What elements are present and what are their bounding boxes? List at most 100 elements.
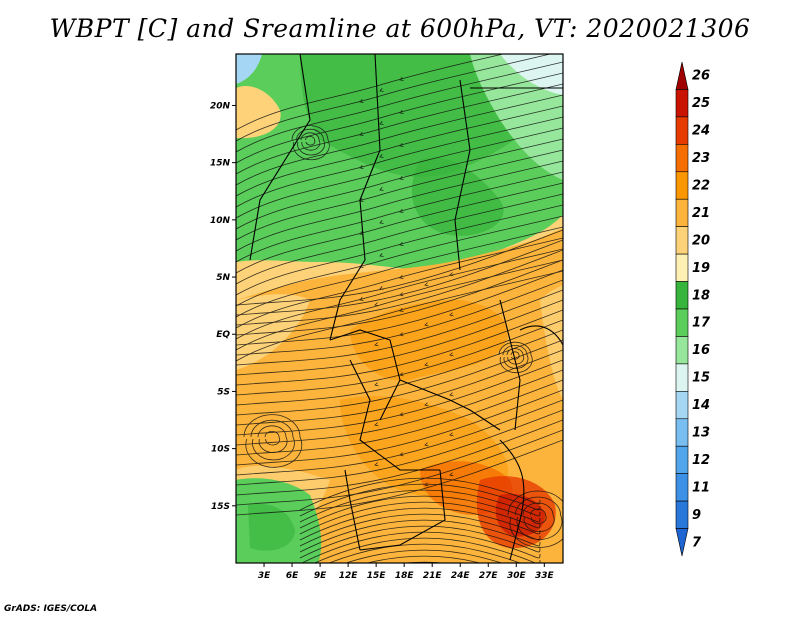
colorbar-segment	[675, 226, 689, 255]
colorbar-label: 19	[692, 261, 710, 276]
streamline-arrow	[374, 342, 379, 347]
streamline	[300, 132, 321, 151]
streamline-arrow	[379, 187, 384, 191]
streamline	[236, 409, 563, 486]
streamline	[236, 309, 563, 386]
streamline	[498, 341, 533, 374]
streamline-arrow	[399, 292, 404, 297]
colorbar-segment	[675, 116, 689, 145]
streamline	[236, 54, 553, 142]
colorbar-segment	[675, 528, 689, 557]
grads-credit: GrADS: IGES/COLA	[4, 604, 98, 614]
colorbar-segment	[675, 418, 689, 447]
streamline-arrow	[399, 209, 404, 213]
streamline	[522, 502, 555, 532]
colorbar-segment	[675, 89, 689, 118]
streamline-arrow	[399, 143, 404, 147]
streamline-arrow	[424, 282, 429, 287]
lon-label: 27E	[479, 571, 499, 581]
streamline	[328, 543, 522, 563]
streamline	[530, 508, 547, 524]
colorbar-label: 25	[692, 96, 710, 111]
colorbar-segment	[675, 171, 689, 200]
streamline-arrow	[379, 88, 384, 92]
streamline-arrow	[424, 362, 429, 367]
plot-frame	[235, 53, 564, 564]
streamline	[299, 501, 541, 535]
streamline	[502, 345, 529, 369]
lat-label: 15N	[210, 159, 231, 169]
streamline	[236, 226, 563, 318]
map-title: WBPT [C] and Sreamline at 600hPa, VT: 20…	[49, 14, 751, 43]
lon-label: 12E	[339, 571, 359, 581]
colorbar-label: 15	[692, 371, 710, 386]
streamline	[313, 537, 541, 563]
streamline	[236, 127, 563, 219]
country-borders	[249, 54, 563, 561]
colorbar-label: 26	[692, 69, 710, 84]
streamline	[236, 171, 563, 263]
streamline	[236, 204, 563, 296]
streamline	[515, 496, 563, 540]
colorbar: 26 25 24 23 22 21 20 19 18 17 16 15 14 13 12 11 9 7	[675, 61, 711, 557]
lat-label: EQ	[216, 330, 230, 340]
streamline	[236, 339, 563, 416]
longitude-axis: 3E 6E 9E 12E 15E 18E 21E 24E 27E 30E 33E	[258, 563, 555, 581]
streamline-arrow	[449, 312, 454, 317]
streamline-arrow	[399, 412, 404, 417]
colorbar-label: 18	[692, 288, 710, 303]
streamline-arrow	[379, 121, 384, 125]
lon-label: 15E	[367, 571, 387, 581]
streamline-arrow	[399, 308, 404, 312]
streamline	[305, 136, 316, 146]
streamline-arrow	[374, 422, 379, 427]
streamline	[236, 215, 563, 307]
streamline	[300, 568, 540, 600]
streamline	[264, 431, 281, 446]
streamline	[236, 72, 563, 164]
streamline-arrow	[399, 110, 404, 114]
colorbar-segment	[675, 473, 689, 502]
streamline-arrow	[374, 302, 379, 307]
streamline-arrow	[449, 472, 454, 477]
streamline	[236, 248, 563, 340]
colorbar-label: 7	[692, 535, 702, 550]
streamline-arrow	[399, 242, 404, 246]
streamline-arrow	[399, 275, 404, 279]
colorbar-label: 22	[692, 179, 710, 194]
colorbar-label: 14	[692, 398, 710, 413]
lat-label: 10N	[210, 216, 231, 226]
streamline	[236, 299, 563, 376]
streamline-arrow	[359, 99, 364, 103]
colorbar-label: 21	[692, 206, 710, 221]
streamline-arrow	[424, 322, 429, 327]
streamline	[400, 561, 448, 563]
streamline	[236, 193, 563, 285]
streamline	[236, 289, 563, 366]
streamline-arrow	[359, 132, 364, 136]
lon-label: 33E	[535, 571, 555, 581]
streamline	[243, 414, 303, 468]
streamline	[236, 389, 563, 466]
streamline	[299, 525, 541, 559]
lon-label: 6E	[286, 571, 299, 581]
colorbar-segment	[675, 445, 689, 474]
streamline	[299, 483, 541, 517]
lon-label: 18E	[395, 571, 415, 581]
streamline-arrow	[379, 154, 384, 158]
streamline-arrow	[449, 432, 454, 437]
streamline	[236, 369, 563, 446]
colorbar-label: 11	[692, 480, 710, 495]
latitude-axis: 20N 15N 10N 5N EQ 5S 10S 15S	[210, 101, 236, 512]
streamline	[236, 329, 563, 406]
colorbar-segment	[675, 363, 689, 392]
lat-label: 15S	[211, 502, 230, 512]
streamline	[291, 125, 330, 161]
streamline-arrow	[374, 462, 379, 467]
streamline	[236, 182, 563, 274]
colorbar-segment	[675, 281, 689, 310]
lat-label: 5S	[217, 387, 230, 397]
streamline	[236, 83, 563, 175]
lat-label: 10S	[211, 445, 230, 455]
